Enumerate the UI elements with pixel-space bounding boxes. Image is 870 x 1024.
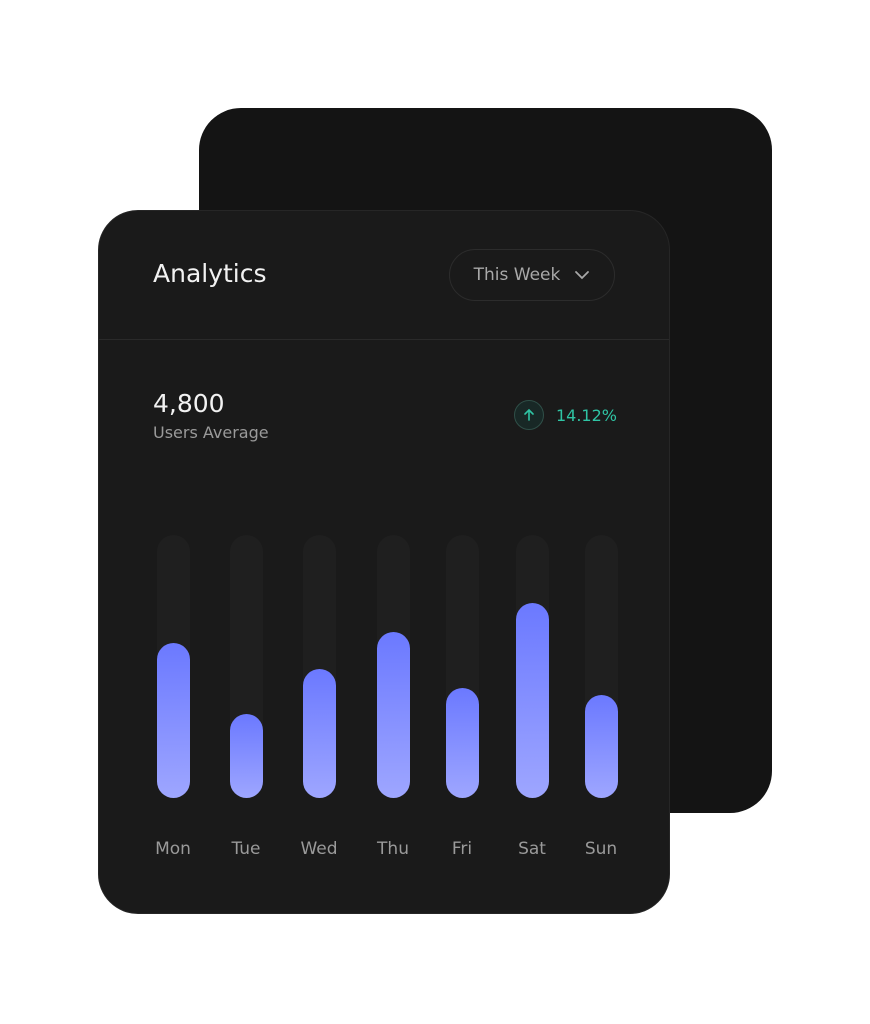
period-dropdown[interactable]: This Week bbox=[449, 249, 615, 301]
period-label: This Week bbox=[473, 265, 561, 285]
x-tick-label: Sat bbox=[518, 839, 546, 859]
bar-sun[interactable] bbox=[584, 695, 618, 798]
x-tick-label: Thu bbox=[377, 839, 409, 859]
bar-track-wed bbox=[302, 535, 336, 798]
card-title: Analytics bbox=[153, 259, 267, 288]
analytics-card: Analytics This Week 4,800 Users Average … bbox=[98, 210, 670, 914]
bar-track-fri bbox=[445, 535, 479, 798]
bar-track-sat bbox=[515, 535, 549, 798]
users-average-label: Users Average bbox=[153, 423, 269, 442]
chevron-down-icon bbox=[575, 271, 590, 280]
bar-chart: Mon Tue Wed Thu Fri Sat Sun bbox=[99, 211, 669, 913]
bar-track-thu bbox=[376, 535, 410, 798]
x-tick-label: Wed bbox=[300, 839, 338, 859]
x-tick-label: Fri bbox=[451, 839, 473, 859]
bar-wed[interactable] bbox=[302, 669, 336, 798]
bar-tue[interactable] bbox=[229, 713, 263, 798]
bar-sat[interactable] bbox=[515, 603, 549, 798]
divider bbox=[99, 339, 669, 340]
bar-thu[interactable] bbox=[376, 632, 410, 798]
change-badge: 14.12% bbox=[513, 400, 617, 430]
x-tick-label: Tue bbox=[231, 839, 261, 859]
bar-track-sun bbox=[584, 535, 618, 798]
bar-mon[interactable] bbox=[156, 642, 190, 798]
bar-track-mon bbox=[156, 535, 190, 798]
bar-track-tue bbox=[229, 535, 263, 798]
x-tick-label: Sun bbox=[584, 839, 618, 859]
arrow-up-icon bbox=[513, 400, 544, 430]
bar-fri[interactable] bbox=[445, 687, 479, 798]
change-value: 14.12% bbox=[555, 405, 617, 425]
users-average-value: 4,800 bbox=[153, 389, 225, 418]
x-tick-label: Mon bbox=[155, 839, 191, 859]
